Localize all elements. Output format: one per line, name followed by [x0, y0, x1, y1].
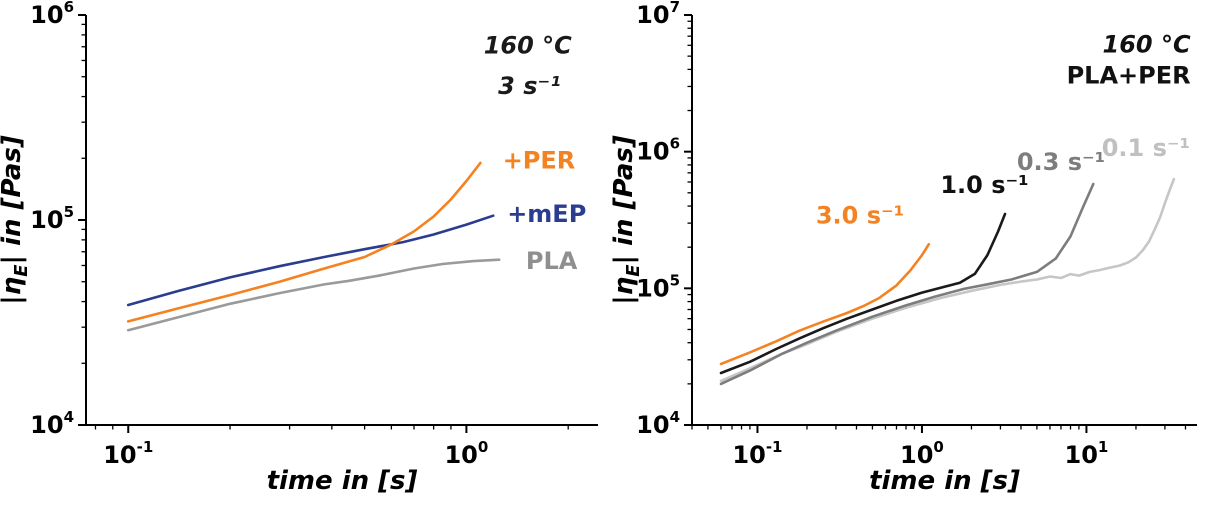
annotation-pla: PLA	[526, 247, 578, 275]
x-tick-label: 100	[444, 438, 488, 469]
series-mep	[126, 214, 495, 307]
annotation-pla-per: PLA+PER	[1067, 62, 1191, 90]
y-tick-label: 104	[30, 408, 74, 439]
y-axis-label: |ηE| in [Pas]	[612, 135, 644, 305]
y-axis-label: |ηE| in [Pas]	[0, 135, 32, 305]
annotation-0-1-s: 0.1 s⁻¹	[1102, 134, 1190, 162]
annotation-160-c: 160 °C	[1103, 30, 1191, 58]
y-tick-label: 105	[636, 271, 680, 302]
x-tick-label: 101	[1065, 438, 1109, 469]
y-tick-label: 106	[30, 0, 74, 29]
annotation-160-c: 160 °C	[484, 32, 572, 60]
left-chart: 10-1 100 104 105 106 160 °C 3 s⁻¹ +PER +mEP PLA ti…	[0, 0, 598, 496]
series-0-1-s	[719, 177, 1176, 383]
right-panel: 10-1 100 101 104 105 106 107 160 °C PLA+PER 3.0 s…	[612, 0, 1211, 510]
x-tick-label: 10-1	[732, 438, 782, 469]
x-tick-label: 100	[900, 438, 944, 469]
series-0-3-s	[719, 182, 1095, 386]
annotation-0-3-s: 0.3 s⁻¹	[1017, 148, 1105, 176]
series-pla	[126, 258, 501, 332]
left-panel: 10-1 100 104 105 106 160 °C 3 s⁻¹ +PER +mEP PLA ti…	[0, 0, 598, 496]
y-tick-label: 105	[30, 203, 74, 234]
series-per	[126, 161, 482, 323]
y-tick-label: 106	[636, 135, 680, 166]
right-chart: 10-1 100 101 104 105 106 107 160 °C PLA+PER 3.0 s…	[612, 0, 1211, 510]
y-tick-label: 107	[636, 0, 680, 29]
annotation-per: +PER	[503, 147, 576, 175]
annotation-3-s: 3 s⁻¹	[498, 72, 561, 100]
x-tick-label: 10-1	[103, 438, 153, 469]
series-1-0-s	[719, 212, 1007, 375]
y-tick-label: 104	[636, 408, 680, 439]
annotation-3-0-s: 3.0 s⁻¹	[816, 202, 904, 230]
annotation-mep: +mEP	[507, 200, 586, 228]
annotation-1-0-s: 1.0 s⁻¹	[940, 171, 1028, 199]
x-axis-label: time in [s]	[267, 466, 418, 496]
series-3-0-s	[719, 243, 931, 366]
x-axis-label: time in [s]	[869, 466, 1020, 496]
